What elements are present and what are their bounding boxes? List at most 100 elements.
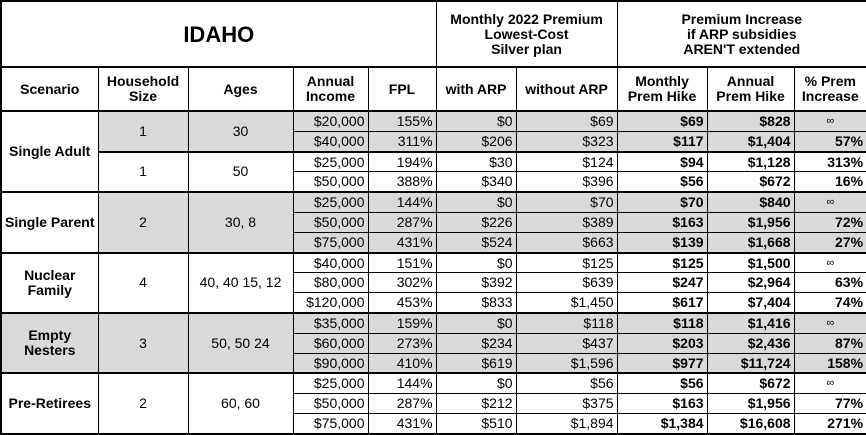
with-arp-cell: $0 [435,372,517,395]
without-arp-cell: $69 [515,109,618,132]
annual-income-cell: $40,000 [292,251,369,274]
fpl-cell: 273% [367,332,437,354]
with-arp-cell: $0 [435,109,517,132]
pct-increase-cell: 87% [793,332,866,354]
monthly-hike-cell: $139 [616,231,708,254]
pct-increase-cell: 63% [793,272,866,294]
annual-hike-cell: $672 [706,372,795,395]
premium-group-header: Monthly 2022 Premium Lowest-Cost Silver … [435,0,618,68]
without-arp-cell: $118 [515,312,618,334]
table-row: Nuclear Family 4 40, 40 15, 12 $40,000 151% $… [0,251,866,314]
annual-income-cell: $120,000 [292,292,369,314]
pct-increase-cell: 313% [793,150,866,173]
with-arp-cell: $226 [435,212,517,233]
without-arp-cell: $437 [515,332,618,354]
increase-group-line: Premium Increase [681,10,803,27]
column-header: Ages [187,66,294,112]
table-row: $75,000 431% $510 $1,894 $1,384 $16,608 271% [1,413,866,435]
table-row: Single Parent 2 30, 8 $25,000 144% $0 $70 $70 $8… [0,191,866,254]
monthly-hike-cell: $70 [616,191,708,214]
pct-increase-cell: ∞ [793,251,866,274]
table-row: $50,000 388% $340 $396 $56 $672 16% [1,171,866,193]
with-arp-cell: $392 [435,272,517,294]
without-arp-cell: $124 [515,150,618,173]
monthly-hike-cell: $69 [616,109,708,132]
without-arp-cell: $663 [515,231,618,254]
pct-increase-cell: 27% [793,231,866,254]
without-arp-cell: $1,596 [515,352,618,374]
fpl-cell: 410% [367,352,437,374]
fpl-cell: 144% [367,372,437,395]
annual-income-cell: $40,000 [292,130,369,153]
column-header: FPL [367,66,437,112]
pct-increase-cell: 72% [793,212,866,233]
with-arp-cell: $833 [435,292,517,314]
with-arp-cell: $234 [435,332,517,354]
fpl-cell: 287% [367,212,437,233]
fpl-cell: 194% [367,150,437,173]
table-row: 1 50 $25,000 194% $30 $124 $94 $1,128 313% [1,150,866,193]
annual-hike-cell: $1,668 [706,231,795,254]
table-row: $50,000 287% $226 $389 $163 $1,956 72% [1,212,866,233]
fpl-cell: 431% [367,413,437,435]
monthly-hike-cell: $1,384 [616,413,708,435]
fpl-cell: 144% [367,191,437,214]
table-row: $50,000 287% $212 $375 $163 $1,956 77% [1,393,866,414]
fpl-cell: 287% [367,393,437,414]
without-arp-cell: $389 [515,212,618,233]
monthly-hike-cell: $163 [616,212,708,233]
household-size-cell: 3 [97,312,189,374]
with-arp-cell: $0 [435,251,517,274]
fpl-cell: 151% [367,251,437,274]
without-arp-cell: $125 [515,251,618,274]
without-arp-cell: $56 [515,372,618,395]
annual-hike-cell: $1,500 [706,251,795,274]
fpl-cell: 311% [367,130,437,153]
annual-income-cell: $75,000 [292,231,369,254]
without-arp-cell: $639 [515,272,618,294]
annual-hike-cell: $1,956 [706,212,795,233]
table-row: $40,000 311% $206 $323 $117 $1,404 57% [1,130,866,153]
household-size-cell: 1 [97,150,189,193]
annual-hike-cell: $1,416 [706,312,795,334]
scenario-cell: Pre-Retirees [0,372,99,435]
column-header: Household Size [97,66,189,112]
column-header: Monthly Prem Hike [616,66,708,112]
fpl-cell: 431% [367,231,437,254]
with-arp-cell: $0 [435,312,517,334]
annual-income-cell: $25,000 [292,372,369,395]
annual-income-cell: $75,000 [292,413,369,435]
monthly-hike-cell: $977 [616,352,708,374]
monthly-hike-cell: $56 [616,171,708,193]
ages-cell: 50 [187,150,294,193]
household-size-cell: 2 [97,372,189,435]
annual-hike-cell: $7,404 [706,292,795,314]
column-header: % Prem Increase [793,66,866,112]
without-arp-cell: $323 [515,130,618,153]
table-row: Single Adult 1 30 $20,000 155% $0 $69 $69 $828 ∞ [0,109,866,193]
monthly-hike-cell: $163 [616,393,708,414]
table-row: Empty Nesters 3 50, 50 24 $35,000 159% $0 $118… [0,312,866,374]
scenario-cell: Single Adult [0,109,99,193]
annual-hike-cell: $1,128 [706,150,795,173]
increase-group-line: AREN'T extended [683,40,801,57]
without-arp-cell: $1,894 [515,413,618,435]
with-arp-cell: $340 [435,171,517,193]
with-arp-cell: $510 [435,413,517,435]
fpl-cell: 159% [367,312,437,334]
pct-increase-cell: 271% [793,413,866,435]
annual-income-cell: $60,000 [292,332,369,354]
monthly-hike-cell: $94 [616,150,708,173]
table-title: IDAHO [0,0,437,68]
household-size-cell: 4 [97,251,189,314]
monthly-hike-cell: $617 [616,292,708,314]
annual-income-cell: $25,000 [292,150,369,173]
annual-hike-cell: $11,724 [706,352,795,374]
annual-hike-cell: $2,964 [706,272,795,294]
monthly-hike-cell: $56 [616,372,708,395]
household-size-cell: 2 [97,191,189,254]
table-row: Pre-Retirees 2 60, 60 $25,000 144% $0 $56 $56 $6… [0,372,866,435]
pct-increase-cell: 16% [793,171,866,193]
table-row: $60,000 273% $234 $437 $203 $2,436 87% [1,332,866,354]
